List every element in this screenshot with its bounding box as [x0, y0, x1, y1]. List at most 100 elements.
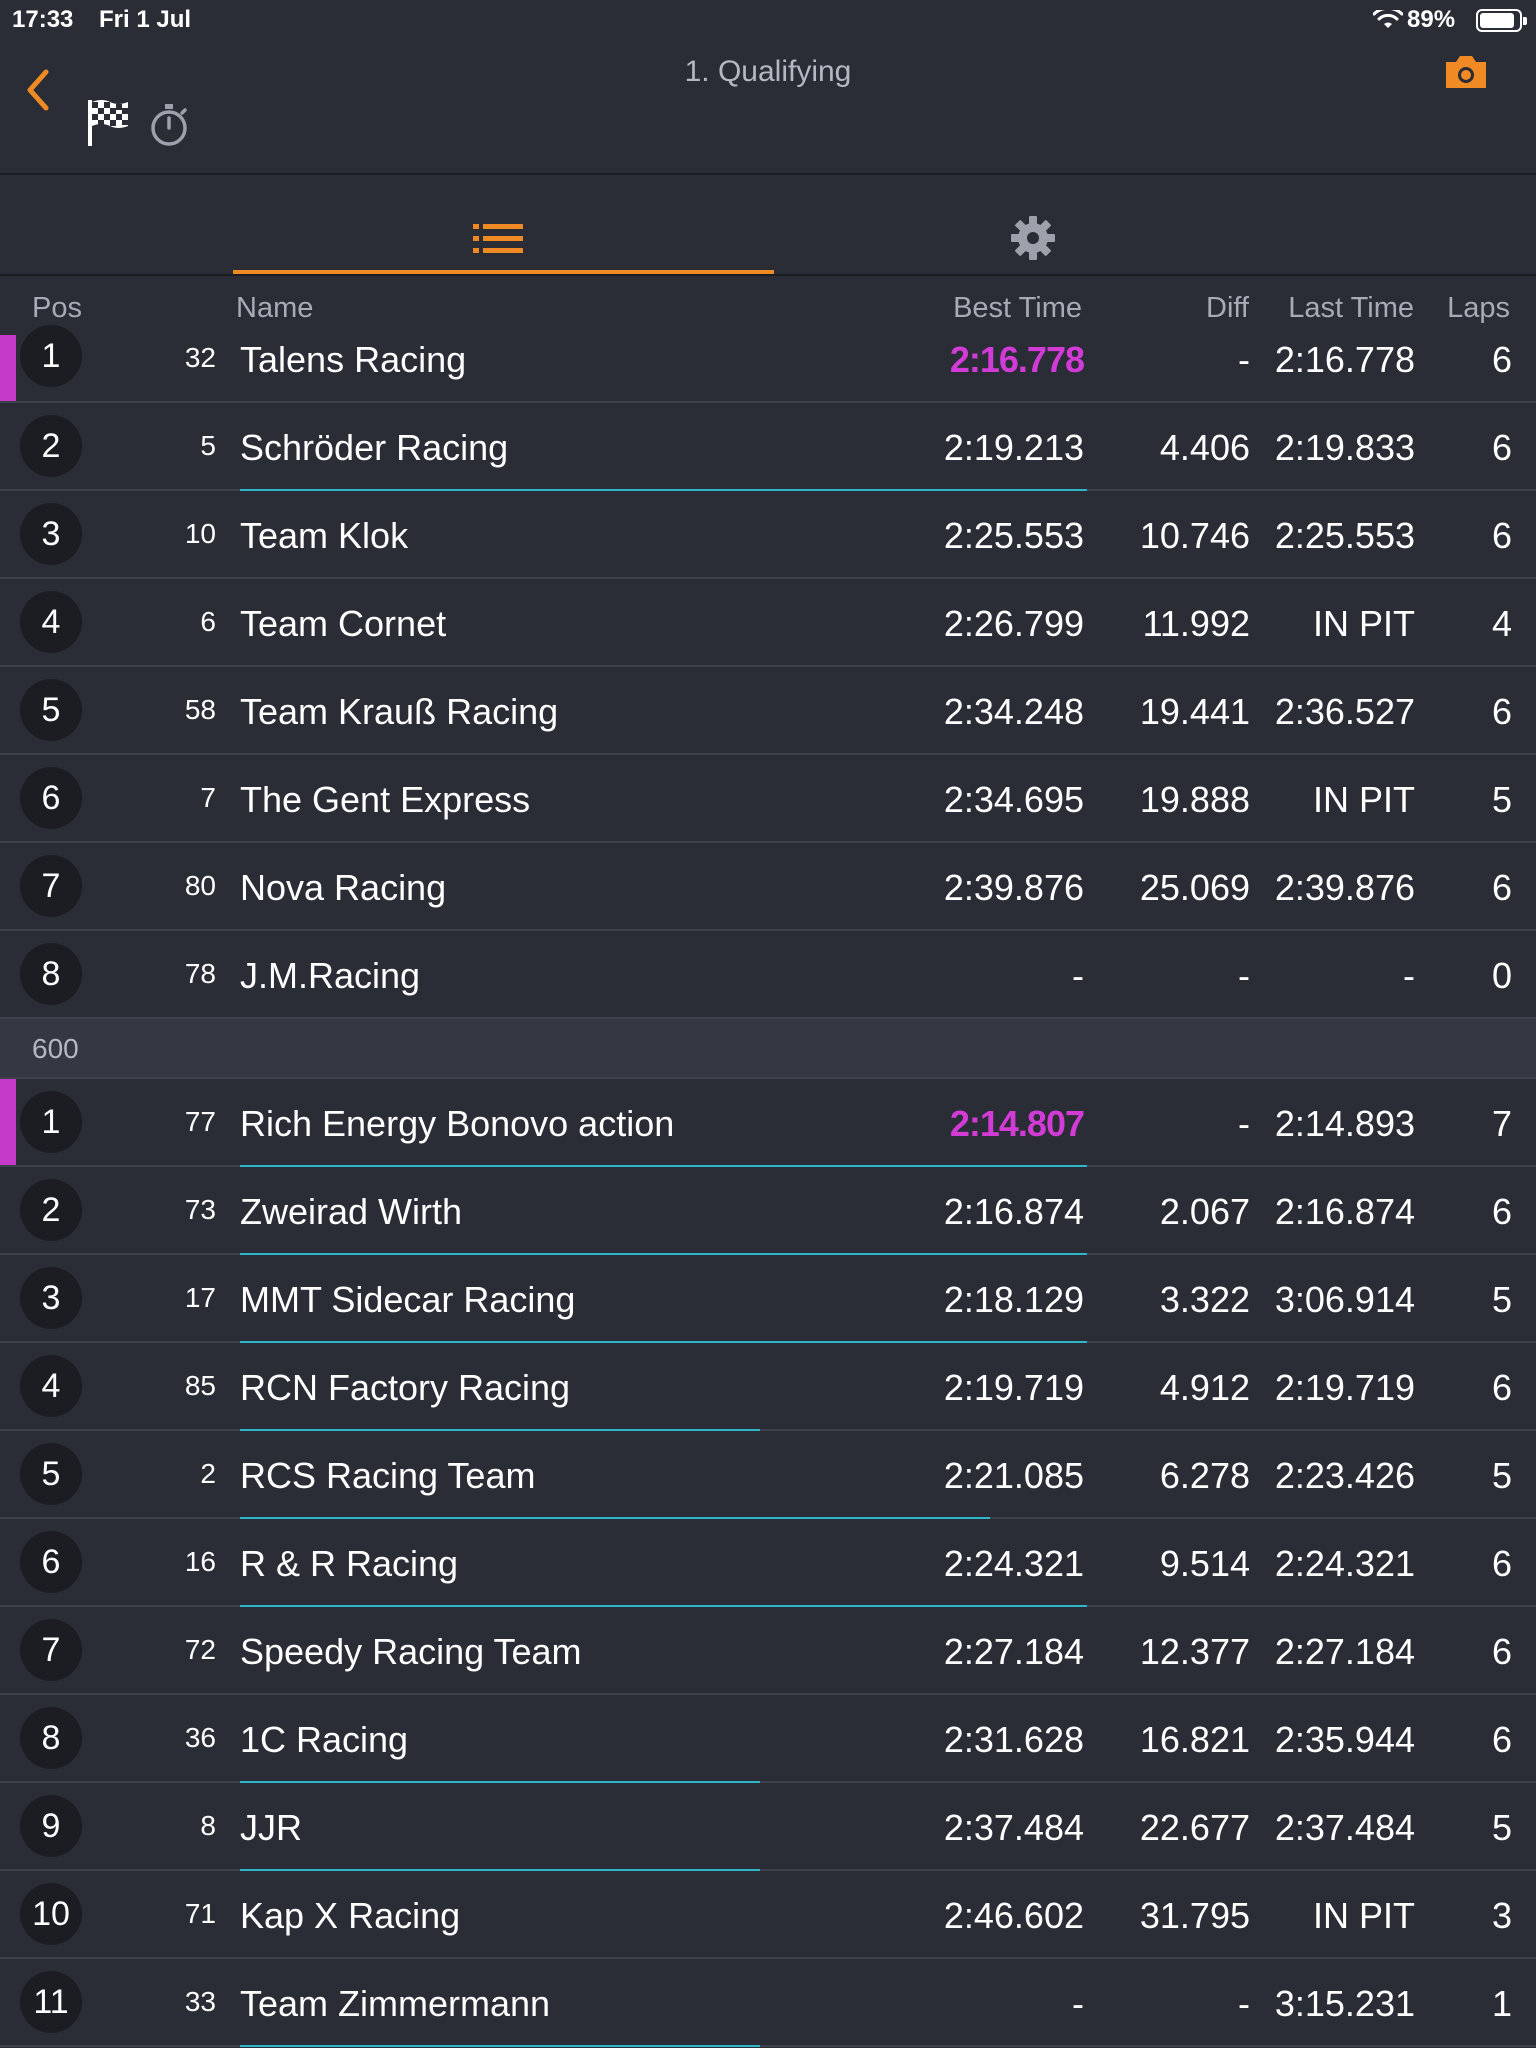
last-time: 2:23.426: [1274, 1455, 1415, 1496]
table-row[interactable]: 9 8 JJR 2:37.484 22.677 2:37.484 5: [0, 1783, 1536, 1871]
laps-count: 5: [1491, 1455, 1512, 1496]
col-laps[interactable]: Laps: [1447, 292, 1510, 324]
table-row[interactable]: 8 78 J.M.Racing - - - 0: [0, 931, 1536, 1019]
race-number: 73: [184, 1194, 216, 1225]
stopwatch-icon: [151, 104, 187, 146]
laps-count: 6: [1491, 1543, 1512, 1584]
table-row[interactable]: 1 32 Talens Racing 2:16.778-2:16.778 6: [0, 325, 1536, 403]
best-time: -: [1072, 955, 1084, 996]
laps-count: 5: [1491, 1279, 1512, 1320]
diff-time: -: [1238, 1103, 1250, 1144]
position-badge: 6: [20, 767, 82, 829]
battery-percent: 89%: [1407, 6, 1456, 33]
col-best-time[interactable]: Best Time: [953, 292, 1082, 324]
col-pos[interactable]: Pos: [32, 292, 82, 324]
last-time: -: [1403, 955, 1415, 996]
race-number: 71: [184, 1898, 216, 1929]
team-name: Schröder Racing: [240, 427, 509, 468]
table-row[interactable]: 11 33 Team Zimmermann - -3:15.231 1: [0, 1959, 1536, 2047]
last-time: 2:37.484: [1274, 1807, 1415, 1848]
position-badge: 7: [20, 855, 82, 917]
team-name: JJR: [240, 1807, 302, 1848]
team-name: Rich Energy Bonovo action: [240, 1103, 675, 1144]
laps-count: 6: [1491, 515, 1512, 556]
status-date: Fri 1 Jul: [99, 6, 192, 33]
lap-progress-bar: [240, 1341, 1087, 1343]
position-badge: 5: [20, 1443, 82, 1505]
lap-progress-bar: [240, 1165, 1087, 1167]
tab-settings[interactable]: [774, 175, 1315, 274]
laps-count: 4: [1491, 603, 1512, 644]
laps-count: 6: [1491, 339, 1512, 380]
class-group-header: 600: [0, 1019, 1536, 1079]
best-time: 2:14.807: [949, 1103, 1085, 1144]
header: 1. Qualifying: [0, 40, 1536, 175]
last-time: IN PIT: [1312, 1895, 1415, 1936]
diff-time: 11.992: [1142, 603, 1250, 644]
results-table: 1 32 Talens Racing 2:16.778-2:16.778 6 2 5 Schr…: [0, 325, 1536, 2047]
fastest-lap-marker: [0, 1079, 16, 1165]
diff-time: 3.322: [1159, 1279, 1250, 1320]
race-number: 78: [184, 958, 216, 989]
lap-progress-bar: [240, 1253, 1087, 1255]
best-time: 2:27.184: [943, 1631, 1084, 1672]
diff-time: 16.821: [1139, 1719, 1250, 1760]
page-title: 1. Qualifying: [684, 55, 852, 88]
table-row[interactable]: 7 80 Nova Racing 2:39.876 25.069 2:39.876 6: [0, 843, 1536, 931]
position-badge: 3: [20, 1267, 82, 1329]
best-time: 2:16.874: [943, 1191, 1084, 1232]
team-name: Nova Racing: [240, 867, 447, 908]
table-row[interactable]: 6 16 R & R Racing 2:24.321 9.514 2:24.321 6: [0, 1519, 1536, 1607]
col-diff[interactable]: Diff: [1206, 292, 1249, 324]
diff-time: -: [1238, 1983, 1250, 2024]
tab-list[interactable]: [233, 175, 774, 274]
best-time: 2:19.213: [943, 427, 1084, 468]
chevron-left-icon[interactable]: [18, 60, 58, 120]
fastest-lap-marker: [0, 335, 16, 401]
last-time: 2:39.876: [1274, 867, 1415, 908]
position-badge: 3: [20, 503, 82, 565]
table-row[interactable]: 10 71 Kap X Racing 2:46.602 31.795 IN PIT 3: [0, 1871, 1536, 1959]
wifi-icon: [1373, 10, 1403, 28]
best-time: 2:31.628: [943, 1719, 1084, 1760]
best-time: 2:46.602: [943, 1895, 1084, 1936]
tab-bar: [0, 175, 1536, 276]
table-row[interactable]: 8 36 1C Racing 2:31.628 16.821 2:35.944 6: [0, 1695, 1536, 1783]
lap-progress-bar: [240, 1605, 1087, 1607]
last-time: 2:16.874: [1274, 1191, 1415, 1232]
race-number: 16: [184, 1546, 216, 1577]
lap-progress-bar: [240, 1869, 760, 1871]
list-icon: [473, 224, 523, 253]
position-badge: 2: [20, 415, 82, 477]
table-row[interactable]: 4 85 RCN Factory Racing 2:19.719 4.912 2:19.7…: [0, 1343, 1536, 1431]
table-row[interactable]: 5 2 RCS Racing Team 2:21.085 6.278 2:23.426 5: [0, 1431, 1536, 1519]
laps-count: 6: [1491, 867, 1512, 908]
last-time: 2:25.553: [1274, 515, 1415, 556]
diff-time: -: [1238, 955, 1250, 996]
table-row[interactable]: 5 58 Team Krauß Racing 2:34.248 19.441 2:36.5…: [0, 667, 1536, 755]
diff-time: 9.514: [1159, 1543, 1250, 1584]
table-row[interactable]: 2 5 Schröder Racing 2:19.213 4.406 2:19.833 6: [0, 403, 1536, 491]
team-name: RCN Factory Racing: [240, 1367, 571, 1408]
table-row[interactable]: 4 6 Team Cornet 2:26.799 11.992 IN PIT 4: [0, 579, 1536, 667]
col-name[interactable]: Name: [236, 292, 314, 324]
table-row[interactable]: 2 73 Zweirad Wirth 2:16.874 2.067 2:16.874 6: [0, 1167, 1536, 1255]
position-badge: 5: [20, 679, 82, 741]
status-time: 17:33: [12, 6, 74, 33]
best-time: 2:37.484: [943, 1807, 1084, 1848]
table-row[interactable]: 6 7 The Gent Express 2:34.695 19.888 IN PIT 5: [0, 755, 1536, 843]
best-time: 2:39.876: [943, 867, 1084, 908]
table-row[interactable]: 7 72 Speedy Racing Team 2:27.184 12.377 2:27.…: [0, 1607, 1536, 1695]
last-time: IN PIT: [1312, 603, 1415, 644]
table-row[interactable]: 3 10 Team Klok 2:25.553 10.746 2:25.553 6: [0, 491, 1536, 579]
table-row[interactable]: 1 77 Rich Energy Bonovo action 2:14.807 -2:1…: [0, 1079, 1536, 1167]
position-badge: 2: [20, 1179, 82, 1241]
camera-icon[interactable]: [1442, 50, 1490, 94]
position-badge: 1: [20, 1091, 82, 1153]
position-badge: 4: [20, 591, 82, 653]
col-last-time[interactable]: Last Time: [1288, 292, 1414, 324]
table-row[interactable]: 3 17 MMT Sidecar Racing 2:18.129 3.322 3:06.9…: [0, 1255, 1536, 1343]
last-time: 3:15.231: [1274, 1983, 1415, 2024]
laps-count: 6: [1491, 427, 1512, 468]
team-name: Speedy Racing Team: [240, 1631, 582, 1672]
